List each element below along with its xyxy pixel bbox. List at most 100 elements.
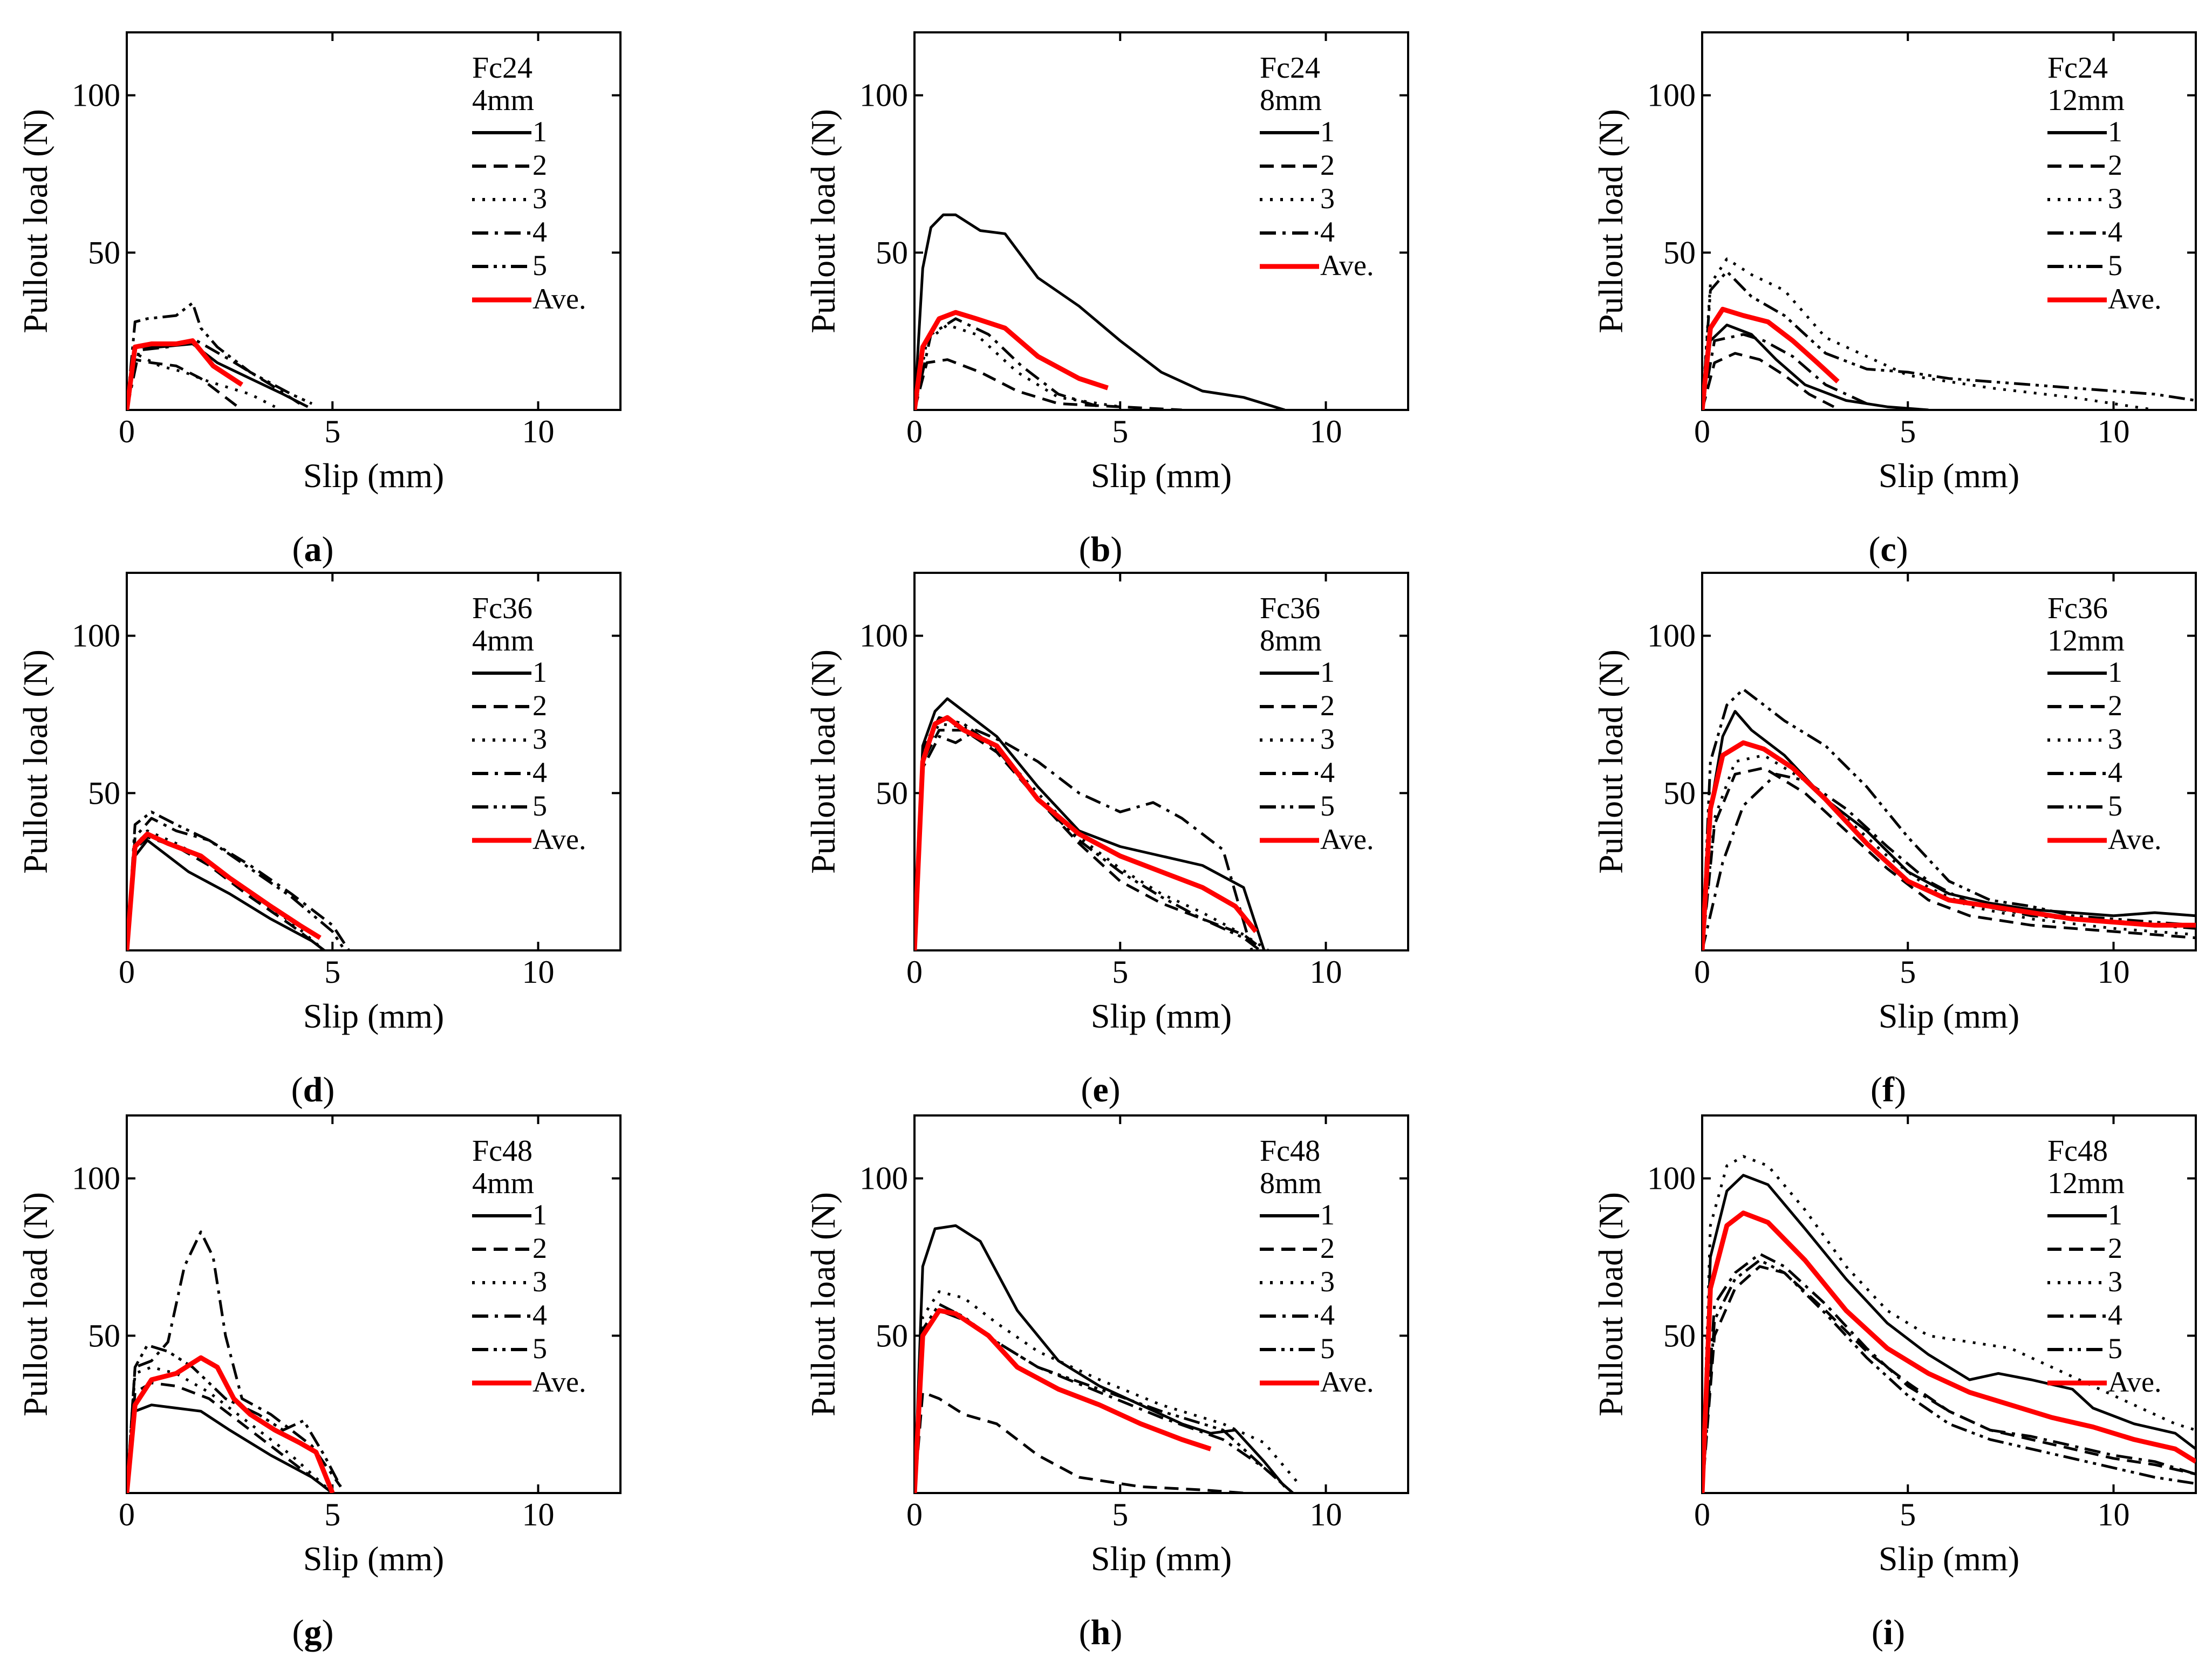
x-tick-label: 0 [1694,414,1710,449]
legend-entry-label: 2 [532,149,547,181]
legend-entry-label: 1 [2108,656,2122,688]
series-average-line [127,831,322,950]
legend-title-depth: 4mm [472,624,534,658]
chart-panel-a: 0 5 10 50 100 Slip (mm) Pullout load (N) (a) Fc2… [16,31,622,569]
legend-entry-label: 3 [532,1265,547,1298]
x-tick-label: 10 [1310,1497,1342,1532]
series-line-1 [914,1224,1286,1493]
x-tick-label: 10 [1310,954,1342,990]
x-tick-label: 5 [1900,414,1916,449]
legend-entry-label: 5 [2108,1332,2122,1365]
series-line-4 [914,729,1253,950]
legend-entry-label: 3 [2108,1265,2122,1298]
plot-frame [913,572,1409,951]
series-average-line [127,1355,335,1493]
x-tick-label: 5 [324,1497,340,1532]
legend-title-strength: Fc24 [472,51,532,85]
legend-title-depth: 8mm [1260,1167,1322,1200]
legend-entry-label: 3 [532,723,547,755]
x-tick-label: 10 [1310,414,1342,449]
legend-entry-label: Ave. [2108,1366,2161,1398]
chart-panel-e: 0 5 10 50 100 Slip (mm) Pullout load (N) (e) Fc3… [804,572,1409,1110]
series-group [914,1224,1302,1493]
series-group [914,697,1269,950]
legend-title-depth: 12mm [2047,624,2125,658]
plot-frame [126,1114,622,1494]
legend-entry-label: 1 [1320,1199,1335,1231]
panel-label: (g) [292,1613,334,1652]
y-axis-label: Pullout load (N) [804,1192,842,1416]
x-tick-label: 0 [906,954,923,990]
series-average-line [914,715,1258,950]
y-tick-label: 50 [1663,1318,1696,1353]
legend-entry-label: 4 [532,1299,547,1331]
legend-entry-label: 5 [1320,790,1335,822]
legend-entry-label: 5 [2108,790,2122,822]
series-average-line [1702,1210,2196,1493]
legend-entry-label: 2 [2108,149,2122,181]
legend-entry-label: 2 [2108,1232,2122,1264]
x-tick-label: 5 [1900,954,1916,990]
legend-title-strength: Fc24 [2047,51,2108,85]
legend-entry-label: Ave. [532,283,586,315]
x-tick-label: 10 [522,1497,555,1532]
legend-entry-label: Ave. [1320,249,1374,282]
x-tick-label: 5 [1112,414,1128,449]
series-line-1 [127,839,325,950]
series-average-line [1702,306,1840,410]
series-line-5 [1702,270,2196,410]
series-line-3 [127,352,276,410]
plot-frame [1701,31,2197,411]
legend-title-depth: 8mm [1260,84,1322,117]
legend-entry-label: 3 [532,182,547,215]
y-tick-label: 50 [88,235,120,270]
x-tick-label: 0 [906,1497,923,1532]
y-axis-label: Pullout load (N) [1592,649,1630,874]
legend-title-depth: 8mm [1260,624,1322,658]
legend-entry-label: 3 [1320,182,1335,215]
legend-entry-label: 1 [2108,115,2122,148]
series-line-3 [1702,257,2155,410]
y-axis-label: Pullout load (N) [16,649,54,874]
series-group [127,810,350,950]
series-line-1 [127,1403,333,1493]
plot-frame [913,1114,1409,1494]
legend-entry-label: 1 [532,656,547,688]
y-tick-label: 50 [1663,775,1696,811]
chart-panel-i: 0 5 10 50 100 Slip (mm) Pullout load (N) (i) Fc4… [1592,1114,2197,1652]
series-average-line [127,338,243,410]
chart-panel-c: 0 5 10 50 100 Slip (mm) Pullout load (N) (c) Fc2… [1592,31,2197,569]
x-tick-label: 10 [522,414,555,449]
y-axis-label: Pullout load (N) [1592,109,1630,333]
series-group [127,1230,342,1493]
chart-panel-g: 0 5 10 50 100 Slip (mm) Pullout load (N) (g) Fc4… [16,1114,622,1652]
series-line-2 [1702,352,1835,410]
x-tick-label: 0 [1694,954,1710,990]
legend-title-strength: Fc48 [2047,1134,2108,1168]
legend-entry-label: 1 [1320,115,1335,148]
x-tick-label: 0 [906,414,923,449]
legend-title-strength: Fc36 [2047,592,2108,625]
y-tick-label: 100 [859,78,908,113]
x-tick-label: 5 [1112,954,1128,990]
legend-entry-label: 1 [1320,656,1335,688]
legend-entry-label: 4 [532,216,547,248]
x-tick-label: 10 [2098,414,2130,449]
series-line-4 [127,817,350,950]
y-tick-label: 50 [876,1318,908,1353]
legend-entry-label: 3 [1320,1265,1335,1298]
panel-label: (h) [1079,1613,1123,1652]
series-line-1 [914,213,1286,410]
legend-title-depth: 4mm [472,1167,534,1200]
x-axis-label: Slip (mm) [1091,456,1232,495]
legend-entry-label: 4 [2108,1299,2122,1331]
series-line-2 [914,358,1182,410]
chart-panel-b: 0 5 10 50 100 Slip (mm) Pullout load (N) (b) Fc2… [804,31,1409,569]
legend-entry-label: Ave. [1320,1366,1374,1398]
series-line-4 [127,1230,342,1493]
series-line-2 [914,729,1265,950]
x-tick-label: 10 [2098,954,2130,990]
panel-label: (c) [1868,530,1908,569]
y-axis-label: Pullout load (N) [16,1192,54,1416]
